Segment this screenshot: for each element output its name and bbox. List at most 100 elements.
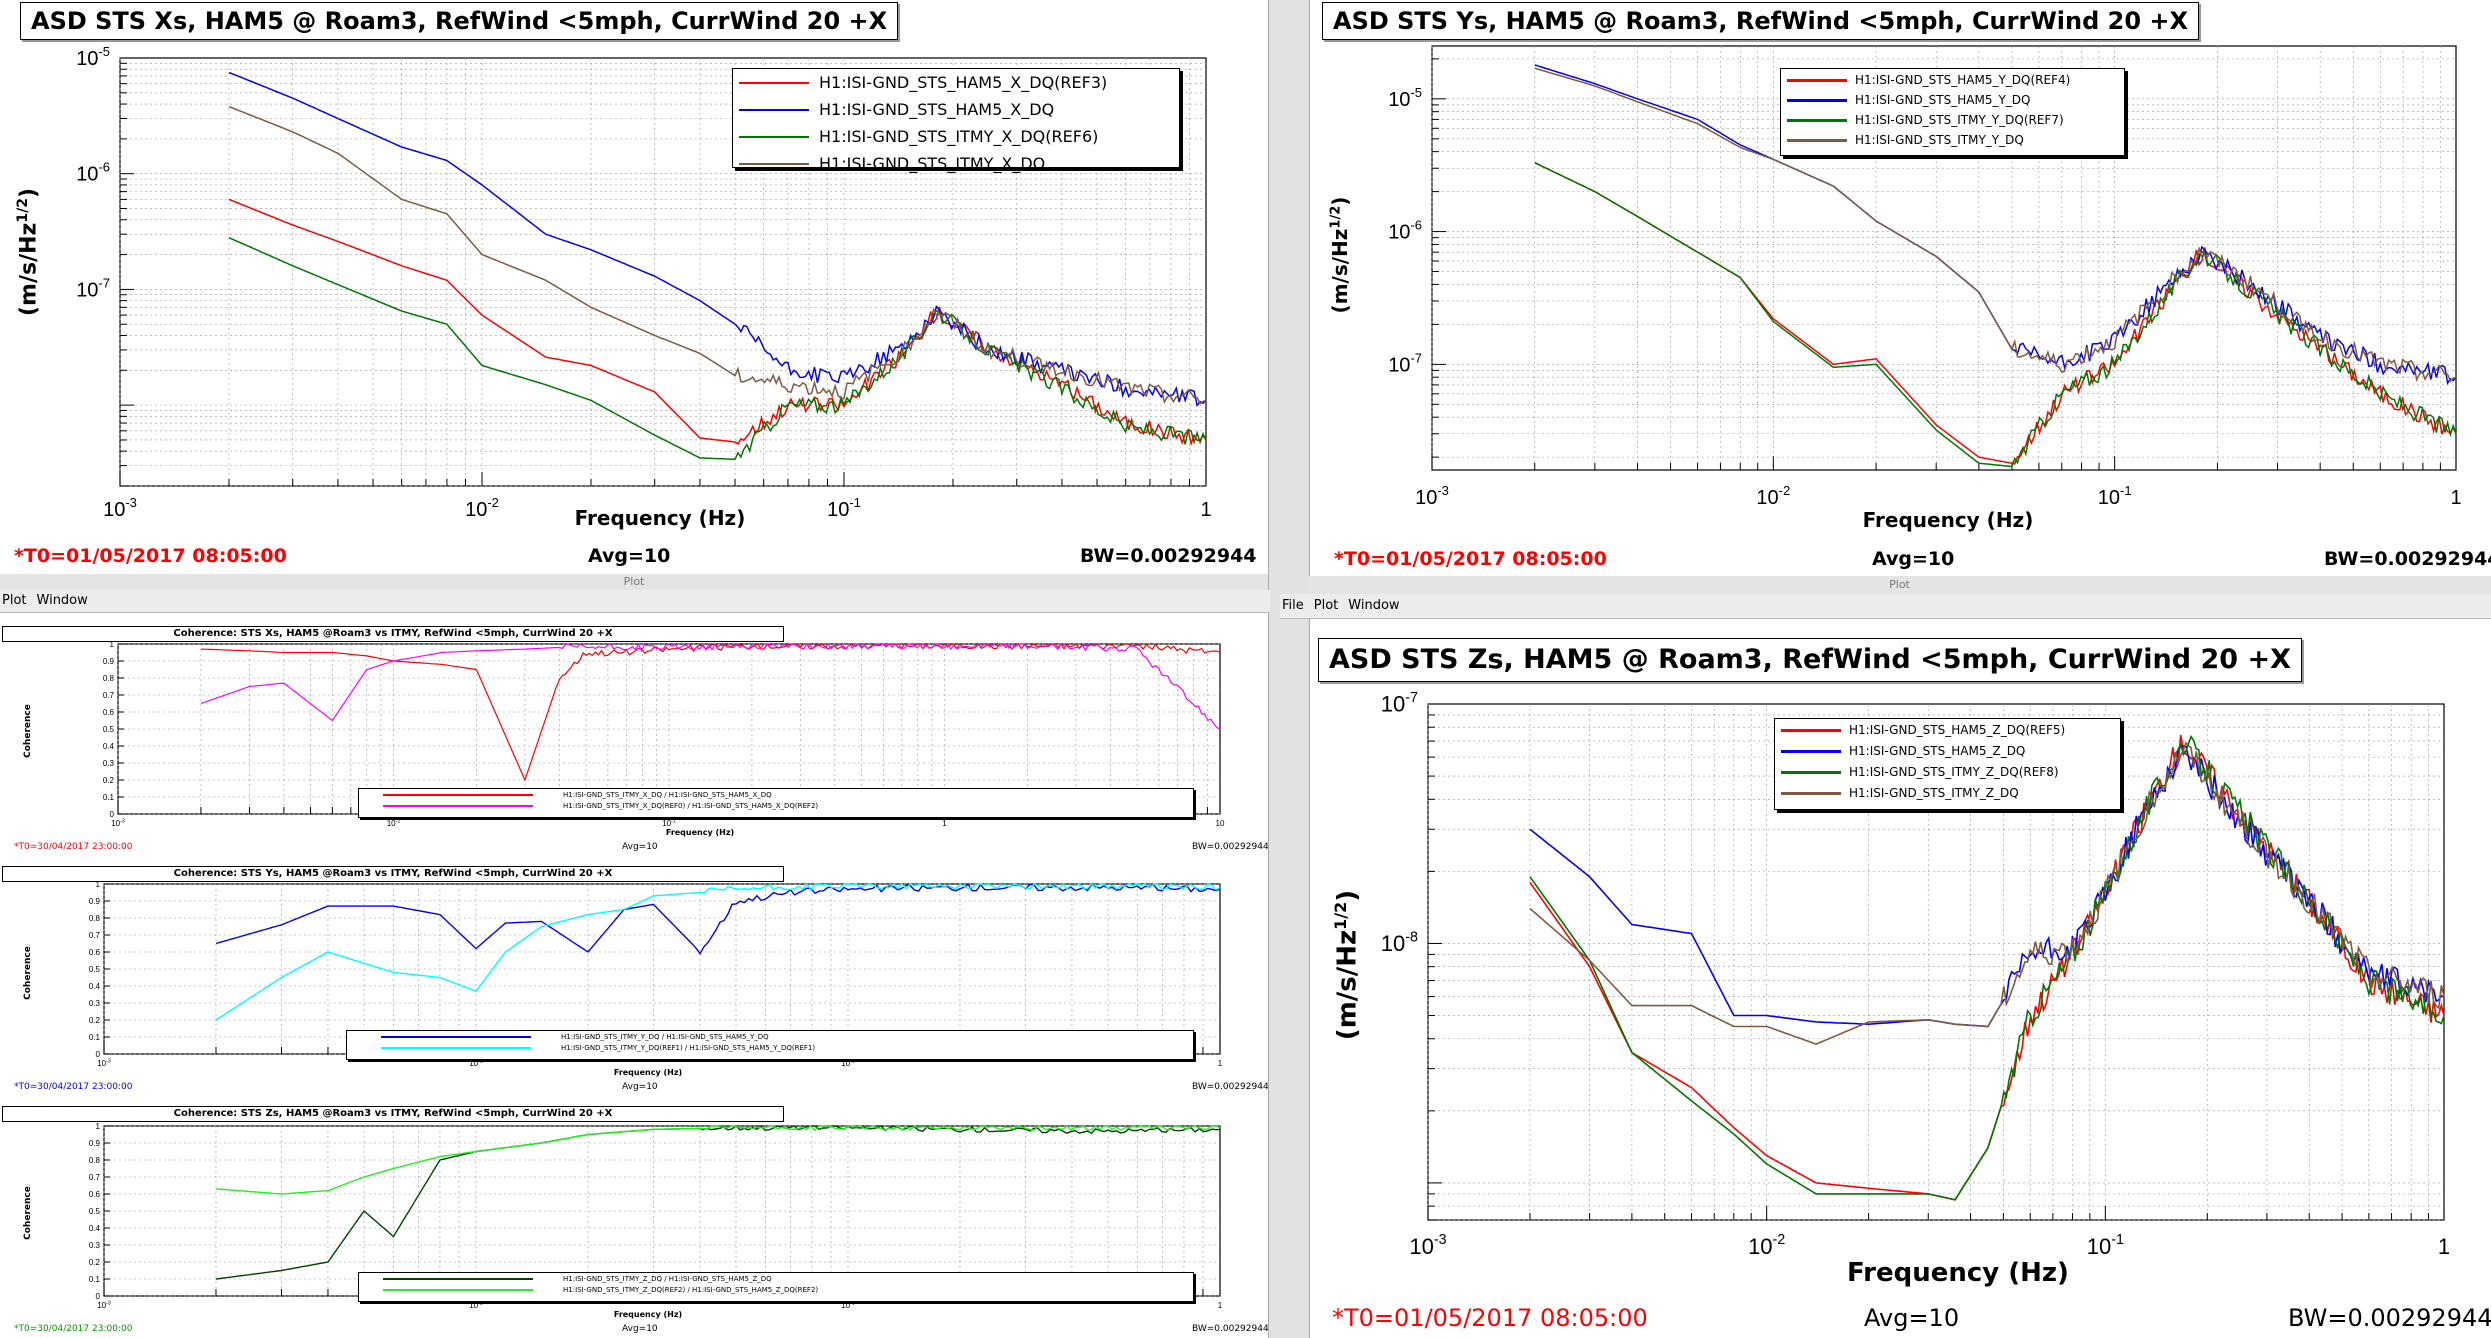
y-tick-label: 0.2 [89, 1016, 101, 1025]
x-tick-exponent: -3 [1437, 483, 1449, 498]
legend-label: H1:ISI-GND_STS_ITMY_X_DQ [819, 154, 1046, 173]
menu-file[interactable]: File [1282, 598, 1304, 613]
x-tick-exponent: -2 [1779, 483, 1791, 498]
legend-swatch [1781, 749, 1841, 753]
x-tick-exponent: -1 [850, 1058, 855, 1064]
x-tick-exponent: -1 [849, 495, 861, 510]
asd-z-xlabel: Frequency (Hz) [1847, 1258, 2069, 1288]
vertical-divider[interactable] [1268, 0, 1310, 1338]
window-titlebar-left: Plot [0, 574, 1268, 591]
ylabel-text: (m/s/Hz [1332, 929, 1363, 1041]
y-tick-label: 0 [96, 1292, 101, 1301]
y-tick-label: 0.7 [89, 1173, 101, 1182]
series-line [215, 1125, 1221, 1280]
y-tick-label: 1 [96, 880, 101, 889]
series-line [215, 883, 1221, 955]
series-line [200, 642, 1221, 730]
series-line [228, 105, 1207, 405]
legend-entry: H1:ISI-GND_STS_ITMY_X_DQ(REF6) [739, 127, 1173, 146]
y-tick-label: 0.8 [89, 914, 101, 923]
y-tick-label: 0.6 [89, 1190, 101, 1199]
asd-y-t0: *T0=01/05/2017 08:05:00 [1334, 548, 1607, 570]
y-tick-label: 0.2 [103, 776, 115, 785]
y-tick-label: 0.5 [89, 1207, 101, 1216]
x-tick-label: 10 [1216, 819, 1225, 828]
legend-entry: H1:ISI-GND_STS_ITMY_Z_DQ(REF2) / H1:ISI-… [363, 1286, 1189, 1294]
coh-z-title: Coherence: STS Zs, HAM5 @Roam3 vs ITMY, … [2, 1106, 784, 1122]
legend-entry: H1:ISI-GND_STS_HAM5_X_DQ(REF3) [739, 73, 1173, 92]
y-tick-exponent: -6 [98, 160, 110, 175]
menu-plot[interactable]: Plot [1313, 598, 1339, 613]
x-tick-label: 1 [2450, 487, 2461, 509]
legend-entry: H1:ISI-GND_STS_HAM5_Y_DQ [1787, 93, 2118, 107]
coh-y-legend: H1:ISI-GND_STS_ITMY_Y_DQ / H1:ISI-GND_ST… [346, 1030, 1194, 1060]
menu-window[interactable]: Window [36, 593, 88, 608]
y-tick-label: 0 [110, 810, 115, 819]
window-title: Plot [623, 575, 645, 588]
y-tick-label: 0.3 [89, 999, 101, 1008]
y-tick-label: 10-5 [1388, 85, 1422, 111]
y-tick-exponent: -7 [98, 275, 110, 290]
legend-swatch [1781, 728, 1841, 732]
menu-window[interactable]: Window [1348, 598, 1400, 613]
asd-y-bw: BW=0.00292944 [2324, 548, 2491, 570]
legend-entry: H1:ISI-GND_STS_ITMY_Y_DQ(REF7) [1787, 113, 2118, 127]
series-line [215, 882, 1221, 1021]
asd-z-avg: Avg=10 [1864, 1304, 1960, 1332]
x-tick-exponent: -3 [106, 1300, 111, 1306]
x-tick-exponent: -3 [106, 1058, 111, 1064]
y-tick-label: 10-6 [1388, 218, 1422, 244]
legend-swatch [739, 81, 809, 84]
legend-swatch [739, 135, 809, 138]
y-tick-label: 0.6 [103, 708, 115, 717]
y-tick-label: 1 [110, 640, 115, 649]
y-tick-exponent: -7 [1410, 350, 1422, 365]
legend-label: H1:ISI-GND_STS_HAM5_Z_DQ(REF5) [1849, 723, 2066, 737]
coh-y-xlabel: Frequency (Hz) [613, 1068, 683, 1077]
y-tick-label: 0.1 [89, 1275, 101, 1284]
y-tick-label: 0.9 [103, 657, 115, 666]
legend-swatch [1787, 78, 1847, 82]
series-line [1529, 734, 2445, 1201]
plot-frame [103, 883, 1221, 1055]
x-tick-label: 10-3 [103, 495, 137, 521]
y-tick-label: 0.8 [103, 674, 115, 683]
series-line [1534, 67, 2457, 383]
asd-z-legend: H1:ISI-GND_STS_HAM5_Z_DQ(REF5) H1:ISI-GN… [1774, 718, 2121, 810]
x-tick-exponent: -1 [2120, 483, 2132, 498]
coh-x-panel: 10-3 10-2 10-1 1 10 1 0.9 0.8 0.7 0.6 0.5 0.4 0.3 0.2… [0, 618, 1268, 856]
legend-swatch [383, 1278, 533, 1280]
x-tick-label: 10-1 [841, 1058, 855, 1068]
x-tick-label: 10-1 [841, 1300, 855, 1310]
asd-z-title: ASD STS Zs, HAM5 @ Roam3, RefWind <5mph,… [1318, 638, 2302, 682]
ylabel-sup: 1/2 [1331, 901, 1350, 930]
window-titlebar-right: Plot [1308, 576, 2491, 595]
y-tick-label: 0.6 [89, 948, 101, 957]
series-line [228, 71, 1207, 407]
x-tick-exponent: -3 [125, 495, 137, 510]
x-tick-label: 10-3 [97, 1300, 111, 1310]
legend-label: H1:ISI-GND_STS_HAM5_X_DQ(REF3) [819, 73, 1108, 92]
x-tick-label: 10-3 [1409, 1232, 1446, 1259]
x-tick-exponent: -3 [120, 818, 125, 824]
y-tick-label: 1 [96, 1122, 101, 1131]
x-tick-label: 1 [2438, 1234, 2450, 1259]
legend-label: H1:ISI-GND_STS_HAM5_Y_DQ(REF4) [1855, 73, 2071, 87]
legend-label: H1:ISI-GND_STS_ITMY_Z_DQ [1849, 786, 2019, 800]
legend-label: H1:ISI-GND_STS_ITMY_Y_DQ [1855, 133, 2024, 147]
asd-x-legend: H1:ISI-GND_STS_HAM5_X_DQ(REF3) H1:ISI-GN… [732, 68, 1180, 173]
ylabel-end: ) [16, 187, 42, 199]
y-tick-exponent: -8 [1405, 929, 1418, 945]
y-tick-label: 0.3 [103, 759, 115, 768]
menu-plot[interactable]: Plot [2, 593, 27, 608]
y-tick-label: 0.1 [89, 1033, 101, 1042]
legend-swatch [1781, 770, 1841, 774]
ylabel-text: (m/s/Hz [1328, 228, 1352, 314]
legend-swatch [383, 1289, 533, 1291]
legend-label: H1:ISI-GND_STS_ITMY_Y_DQ / H1:ISI-GND_ST… [561, 1033, 769, 1041]
asd-z-ylabel: (m/s/Hz1/2) [1331, 855, 1365, 1075]
x-tick-label: 1 [942, 819, 947, 828]
coh-x-bw: BW=0.00292944 [1192, 842, 1268, 852]
legend-entry: H1:ISI-GND_STS_ITMY_Y_DQ / H1:ISI-GND_ST… [351, 1033, 1189, 1041]
asd-y-ylabel: (m/s/Hz1/2) [1328, 165, 1358, 345]
